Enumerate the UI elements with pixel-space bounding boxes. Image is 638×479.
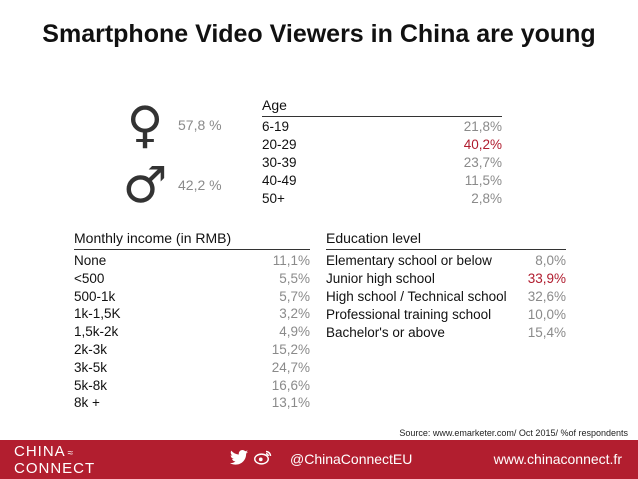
income-row: 1k-1,5K 3,2% xyxy=(74,305,310,323)
education-value-highlight: 33,9% xyxy=(527,271,566,286)
income-label: 5k-8k xyxy=(74,377,108,393)
footer-bar: CHINA ≈ CONNECT @ChinaConnectEU www.china… xyxy=(0,440,638,479)
female-percentage: 57,8 % xyxy=(178,117,222,133)
education-value: 8,0% xyxy=(535,253,566,268)
income-label: 1,5k-2k xyxy=(74,324,119,340)
education-label: High school / Technical school xyxy=(326,289,507,304)
age-heading: Age xyxy=(262,97,502,117)
age-value: 2,8% xyxy=(471,191,502,206)
income-label: 3k-5k xyxy=(74,359,108,375)
logo-line2: CONNECT xyxy=(14,460,96,477)
social-handle-link[interactable]: @ChinaConnectEU xyxy=(290,451,413,467)
twitter-icon[interactable] xyxy=(230,450,248,470)
age-row: 20-29 40,2% xyxy=(262,136,502,154)
source-note: Source: www.emarketer.com/ Oct 2015/ %of… xyxy=(399,428,628,438)
male-percentage: 42,2 % xyxy=(178,177,222,193)
income-row: 5k-8k 16,6% xyxy=(74,377,310,395)
age-label: 6-19 xyxy=(262,119,290,134)
income-label: 500-1k xyxy=(74,288,116,304)
income-value: 5,7% xyxy=(279,288,310,304)
income-row: None 11,1% xyxy=(74,252,310,270)
age-label: 20-29 xyxy=(262,137,297,152)
income-value: 15,2% xyxy=(271,341,310,357)
income-row: 8k + 13,1% xyxy=(74,394,310,412)
income-heading: Monthly income (in RMB) xyxy=(74,230,310,250)
education-row: Professional training school 10,0% xyxy=(326,306,566,324)
income-value: 13,1% xyxy=(271,395,310,411)
income-label: 1k-1,5K xyxy=(74,306,121,322)
page-title: Smartphone Video Viewers in China are yo… xyxy=(42,20,596,48)
china-connect-logo[interactable]: CHINA ≈ CONNECT xyxy=(14,444,95,476)
age-table: 6-19 21,8% 20-29 40,2% 30-39 23,7% 40-49… xyxy=(262,118,502,208)
age-value: 23,7% xyxy=(463,155,502,170)
age-row: 40-49 11,5% xyxy=(262,172,502,190)
female-symbol-icon: ♀ xyxy=(126,96,164,154)
education-row: Junior high school 33,9% xyxy=(326,270,566,288)
social-icons xyxy=(230,450,278,470)
education-label: Junior high school xyxy=(326,271,435,286)
income-label: <500 xyxy=(74,270,105,286)
income-value: 11,1% xyxy=(272,253,310,268)
male-share: ♂ 42,2 % xyxy=(120,160,222,210)
age-label: 40-49 xyxy=(262,173,297,188)
logo-line1: CHINA xyxy=(14,443,66,460)
income-value: 4,9% xyxy=(279,324,310,340)
website-link[interactable]: www.chinaconnect.fr xyxy=(493,451,622,467)
education-value: 15,4% xyxy=(527,325,566,340)
age-value: 11,5% xyxy=(464,173,502,188)
education-label: Professional training school xyxy=(326,307,492,322)
income-row: 1,5k-2k 4,9% xyxy=(74,323,310,341)
education-row: Elementary school or below 8,0% xyxy=(326,252,566,270)
income-row: 500-1k 5,7% xyxy=(74,288,310,306)
income-row: 2k-3k 15,2% xyxy=(74,341,310,359)
education-row: Bachelor's or above 15,4% xyxy=(326,324,566,342)
education-label: Bachelor's or above xyxy=(326,325,445,340)
education-value: 32,6% xyxy=(527,289,566,304)
age-row: 30-39 23,7% xyxy=(262,154,502,172)
education-label: Elementary school or below xyxy=(326,253,492,268)
wifi-wave-icon: ≈ xyxy=(67,448,75,459)
age-row: 50+ 2,8% xyxy=(262,190,502,208)
age-label: 30-39 xyxy=(262,155,297,170)
female-share: ♀ 57,8 % xyxy=(120,100,222,150)
age-value: 21,8% xyxy=(463,119,502,134)
income-value: 24,7% xyxy=(271,359,310,375)
male-symbol-icon: ♂ xyxy=(122,156,168,214)
income-label: 8k + xyxy=(74,395,100,411)
income-label: None xyxy=(74,253,107,268)
income-row: 3k-5k 24,7% xyxy=(74,359,310,377)
weibo-icon[interactable] xyxy=(254,450,272,470)
age-value-highlight: 40,2% xyxy=(463,137,502,152)
age-label: 50+ xyxy=(262,191,285,206)
education-heading: Education level xyxy=(326,230,566,250)
education-value: 10,0% xyxy=(527,307,566,322)
education-row: High school / Technical school 32,6% xyxy=(326,288,566,306)
income-value: 5,5% xyxy=(279,270,310,286)
income-table: None 11,1% <500 5,5% 500-1k 5,7% 1k-1,5K… xyxy=(74,252,310,412)
age-row: 6-19 21,8% xyxy=(262,118,502,136)
income-value: 3,2% xyxy=(279,306,310,322)
income-label: 2k-3k xyxy=(74,341,108,357)
income-row: <500 5,5% xyxy=(74,270,310,288)
education-table: Elementary school or below 8,0% Junior h… xyxy=(326,252,566,342)
income-value: 16,6% xyxy=(271,377,310,393)
